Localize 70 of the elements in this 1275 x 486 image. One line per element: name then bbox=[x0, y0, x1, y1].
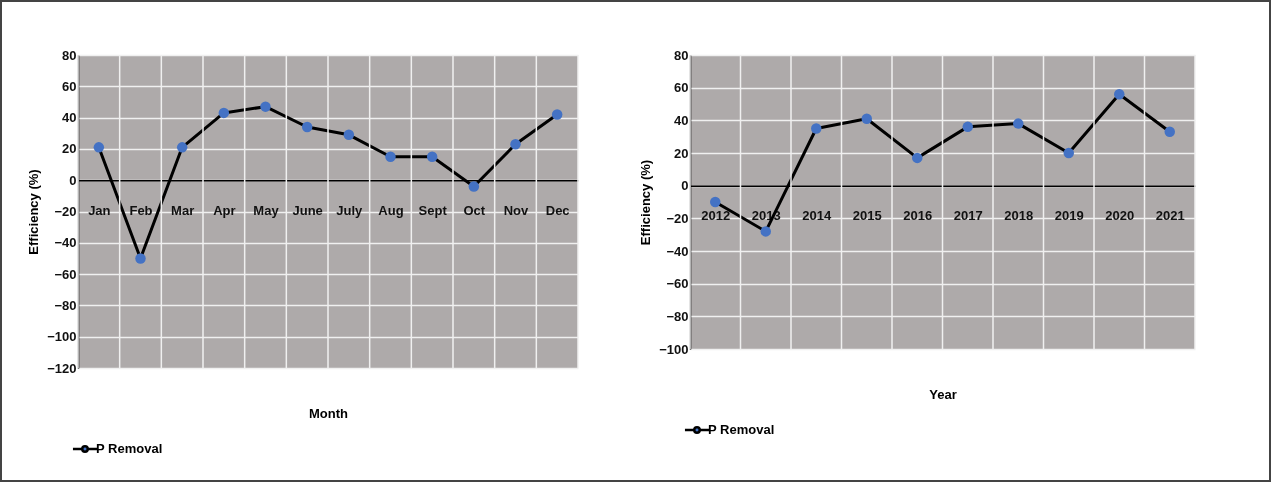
point bbox=[1013, 118, 1024, 129]
x-axis-title: Year bbox=[929, 386, 957, 402]
y-tick-label: −80 bbox=[666, 308, 689, 324]
point bbox=[468, 181, 480, 192]
point bbox=[551, 109, 563, 120]
y-tick-label: −100 bbox=[47, 329, 77, 345]
y-tick-label: −40 bbox=[666, 243, 689, 259]
y-tick-label: 0 bbox=[69, 172, 77, 188]
x-tick-label: Jan bbox=[88, 202, 111, 218]
y-tick-label: 80 bbox=[674, 47, 689, 63]
x-tick-label: June bbox=[292, 202, 323, 218]
x-tick-label: May bbox=[253, 202, 280, 218]
y-tick-label: −100 bbox=[659, 341, 689, 357]
point bbox=[343, 129, 355, 141]
point bbox=[176, 142, 188, 153]
legend-label: P Removal bbox=[96, 441, 163, 456]
point bbox=[301, 121, 313, 133]
point bbox=[510, 138, 521, 150]
x-tick-label: 2021 bbox=[1155, 208, 1185, 224]
point bbox=[93, 142, 105, 153]
y-tick-label: 0 bbox=[681, 178, 689, 194]
y-tick-label: −40 bbox=[54, 235, 77, 251]
y-tick-label: 60 bbox=[674, 80, 689, 96]
point bbox=[385, 151, 396, 162]
x-tick-label: 2019 bbox=[1054, 208, 1084, 224]
x-tick-label: July bbox=[336, 202, 364, 218]
x-tick-label: 2015 bbox=[852, 208, 882, 224]
y-tick-label: −80 bbox=[54, 297, 77, 313]
y-tick-label: −60 bbox=[666, 276, 689, 292]
y-tick-label: −20 bbox=[54, 204, 77, 219]
x-tick-label: Aug bbox=[378, 202, 404, 218]
point bbox=[260, 101, 271, 112]
y-tick-label: 80 bbox=[62, 47, 77, 63]
point bbox=[1114, 88, 1125, 100]
y-tick-label: −120 bbox=[47, 360, 77, 376]
x-tick-label: Nov bbox=[503, 202, 530, 218]
point bbox=[1063, 147, 1074, 159]
x-tick-label: Feb bbox=[129, 202, 153, 218]
point bbox=[760, 226, 771, 237]
point bbox=[811, 123, 822, 134]
x-tick-label: Apr bbox=[213, 202, 236, 218]
x-axis-title: Month bbox=[309, 405, 349, 421]
x-tick-label: 2017 bbox=[953, 208, 983, 224]
x-tick-label: 2012 bbox=[701, 208, 731, 224]
point bbox=[218, 107, 230, 119]
y-tick-label: 20 bbox=[674, 145, 689, 161]
y-tick-label: 60 bbox=[62, 78, 77, 94]
point bbox=[710, 196, 721, 208]
x-tick-label: Oct bbox=[463, 202, 486, 218]
legend-label: P Removal bbox=[708, 422, 775, 437]
y-tick-label: 40 bbox=[674, 112, 689, 128]
point bbox=[135, 253, 146, 264]
y-tick-label: −60 bbox=[54, 266, 77, 282]
point bbox=[1164, 126, 1175, 137]
y-tick-label: −20 bbox=[666, 210, 689, 226]
y-tick-label: 20 bbox=[62, 141, 77, 157]
x-tick-label: 2018 bbox=[1004, 208, 1034, 224]
y-tick-label: 40 bbox=[62, 110, 77, 126]
point bbox=[962, 121, 973, 133]
y-axis-title: Efficiency (%) bbox=[26, 169, 42, 255]
x-tick-label: 2016 bbox=[903, 208, 933, 224]
x-tick-label: Mar bbox=[171, 202, 195, 218]
point bbox=[861, 113, 872, 124]
y-axis-title: Efficiency (%) bbox=[638, 159, 654, 246]
x-tick-label: 2014 bbox=[802, 208, 832, 224]
point bbox=[426, 151, 438, 162]
point bbox=[912, 152, 923, 164]
x-tick-label: 2020 bbox=[1105, 208, 1135, 224]
x-tick-label: Dec bbox=[545, 202, 570, 218]
x-tick-label: Sept bbox=[418, 202, 448, 218]
